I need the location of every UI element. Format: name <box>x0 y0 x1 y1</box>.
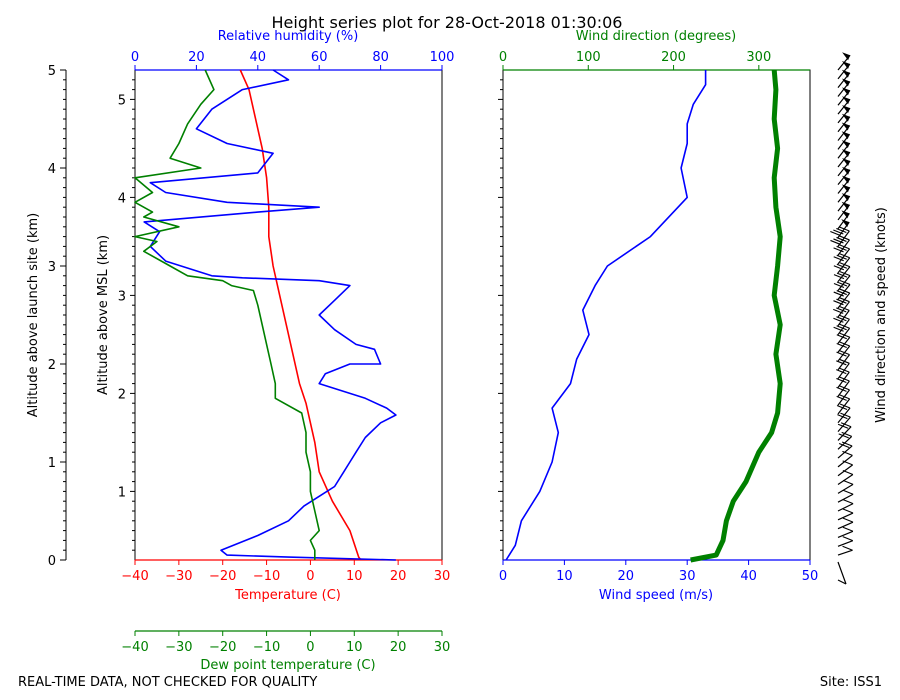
chart-title: Height series plot for 28-Oct-2018 01:30… <box>272 13 623 32</box>
wind-direction-tick-label: 0 <box>499 50 507 65</box>
wind-barb <box>837 479 854 494</box>
temperature-axis-label: Temperature (C) <box>234 588 341 603</box>
wind-speed-axis-label: Wind speed (m/s) <box>599 588 713 603</box>
quality-disclaimer: REAL-TIME DATA, NOT CHECKED FOR QUALITY <box>18 675 317 690</box>
altitude-msl-tick-label: 3 <box>118 289 126 304</box>
altitude-launch-tick-label: 4 <box>48 162 56 177</box>
wind-barb <box>833 253 851 274</box>
humidity-tick-label: 20 <box>188 50 205 65</box>
dewpoint-tick-label: −10 <box>253 640 280 655</box>
altitude-msl-tick-label: 5 <box>118 93 126 108</box>
wind-barb <box>833 288 851 309</box>
dewpoint-tick-label: −30 <box>165 640 192 655</box>
altitude-launch-tick-label: 2 <box>48 358 56 373</box>
wind-barb <box>837 441 853 459</box>
dewpoint-tick-label: −20 <box>209 640 236 655</box>
wind-barb <box>837 508 854 521</box>
dewpoint-tick-label: 30 <box>434 640 451 655</box>
altitude-launch-tick-label: 1 <box>48 456 56 471</box>
wind-barb <box>837 52 851 71</box>
dewpoint-tick-label: 10 <box>346 640 363 655</box>
wind-speed-tick-label: 40 <box>740 569 757 584</box>
wind-barb <box>837 545 853 556</box>
wind-speed-tick-label: 20 <box>618 569 635 584</box>
wind-speed-tick-label: 0 <box>499 569 507 584</box>
wind-barb <box>837 517 854 530</box>
wind-direction-series <box>690 69 783 563</box>
wind-barb <box>837 489 854 503</box>
temperature-tick-label: −20 <box>209 569 236 584</box>
humidity-axis-label: Relative humidity (%) <box>218 29 359 44</box>
wind-barb <box>837 526 854 539</box>
wind-speed-tick-label: 50 <box>802 569 819 584</box>
humidity-tick-label: 60 <box>311 50 328 65</box>
wind-barb <box>837 422 852 441</box>
altitude-launch-tick-label: 0 <box>48 554 56 569</box>
temperature-tick-label: −30 <box>165 569 192 584</box>
wind-direction-tick-label: 300 <box>746 50 771 65</box>
wind-plot-area <box>502 69 811 561</box>
wind-barb <box>837 431 853 450</box>
temperature-tick-label: −10 <box>253 569 280 584</box>
wind-barbs-axis-label: Wind direction and speed (knots) <box>874 207 889 423</box>
dewpoint-axis-label: Dew point temperature (C) <box>200 658 375 673</box>
dewpoint-tick-label: −40 <box>121 640 148 655</box>
altitude-msl-tick-label: 2 <box>118 387 126 402</box>
launch-altitude-axis-label: Altitude above launch site (km) <box>26 213 41 417</box>
wind-barb <box>837 499 854 512</box>
temperature-tick-label: 20 <box>390 569 407 584</box>
msl-altitude-axis-label: Altitude above MSL (km) <box>96 235 111 395</box>
humidity-tick-label: 40 <box>250 50 267 65</box>
site-label: Site: ISS1 <box>820 675 882 690</box>
temperature-tick-label: −40 <box>121 569 148 584</box>
wind-speed-tick-label: 30 <box>679 569 696 584</box>
temperature-series <box>239 69 362 561</box>
dewpoint-tick-label: 20 <box>390 640 407 655</box>
altitude-launch-tick-label: 5 <box>48 64 56 79</box>
humidity-tick-label: 0 <box>131 50 139 65</box>
temperature-tick-label: 30 <box>434 569 451 584</box>
dewpoint-tick-label: 0 <box>306 640 314 655</box>
humidity-tick-label: 100 <box>430 50 455 65</box>
humidity-series <box>143 69 397 561</box>
wind-barb <box>837 470 854 486</box>
dewpoint-series <box>134 69 321 560</box>
wind-barb <box>830 235 850 256</box>
wind-barb <box>836 403 851 424</box>
wind-barb <box>833 244 851 265</box>
altitude-launch-tick-label: 3 <box>48 260 56 275</box>
altitude-msl-tick-label: 1 <box>118 485 126 500</box>
wind-direction-axis-label: Wind direction (degrees) <box>576 29 736 44</box>
temperature-tick-label: 0 <box>306 569 314 584</box>
wind-direction-tick-label: 100 <box>576 50 601 65</box>
wind-speed-tick-label: 10 <box>556 569 573 584</box>
humidity-tick-label: 80 <box>372 50 389 65</box>
wind-direction-tick-label: 200 <box>661 50 686 65</box>
temperature-tick-label: 10 <box>346 569 363 584</box>
profile-plot-area <box>134 69 443 561</box>
wind-barb-surface <box>837 561 847 585</box>
wind-speed-series <box>505 70 707 561</box>
wind-barb <box>837 536 853 547</box>
altitude-msl-tick-label: 4 <box>118 191 126 206</box>
wind-barb <box>837 450 853 468</box>
wind-barb <box>833 271 851 291</box>
